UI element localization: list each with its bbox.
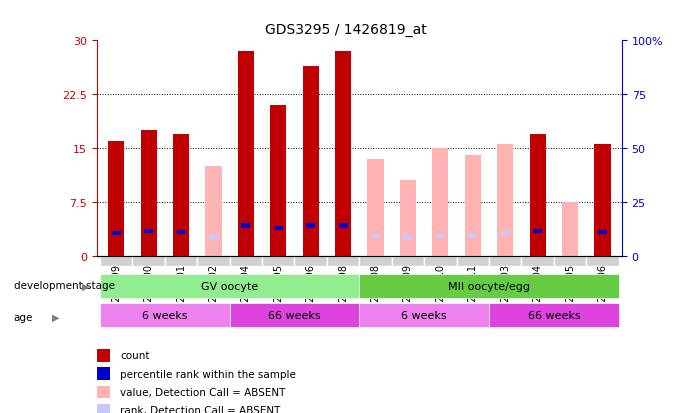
Bar (274, 226, 283, 230)
Bar (400, 181, 416, 256)
FancyBboxPatch shape (133, 256, 165, 267)
Text: 66 weeks: 66 weeks (527, 310, 580, 320)
FancyBboxPatch shape (359, 256, 392, 267)
FancyBboxPatch shape (522, 256, 553, 267)
Bar (529, 134, 546, 256)
Bar (562, 202, 578, 256)
Text: percentile rank within the sample: percentile rank within the sample (120, 369, 296, 379)
Text: ▶: ▶ (52, 312, 59, 322)
Bar (238, 52, 254, 256)
Bar (594, 145, 611, 256)
FancyBboxPatch shape (100, 303, 229, 327)
Bar (112, 231, 121, 236)
FancyBboxPatch shape (229, 303, 359, 327)
FancyBboxPatch shape (359, 274, 618, 298)
Bar (371, 235, 380, 239)
Bar (404, 236, 413, 240)
Bar (303, 66, 319, 256)
FancyBboxPatch shape (392, 256, 424, 267)
FancyBboxPatch shape (229, 256, 262, 267)
FancyBboxPatch shape (327, 256, 359, 267)
Text: age: age (14, 312, 33, 322)
Text: count: count (120, 351, 150, 361)
Text: value, Detection Call = ABSENT: value, Detection Call = ABSENT (120, 387, 286, 397)
Bar (368, 159, 384, 256)
Text: rank, Detection Call = ABSENT: rank, Detection Call = ABSENT (120, 405, 281, 413)
Text: MII oocyte/egg: MII oocyte/egg (448, 281, 530, 291)
Text: 6 weeks: 6 weeks (401, 310, 447, 320)
Text: 66 weeks: 66 weeks (268, 310, 321, 320)
Bar (205, 166, 222, 256)
FancyBboxPatch shape (97, 368, 110, 380)
Text: 6 weeks: 6 weeks (142, 310, 188, 320)
Bar (533, 229, 542, 233)
Bar (241, 224, 250, 228)
Bar (436, 235, 445, 239)
Text: development stage: development stage (14, 281, 115, 291)
FancyBboxPatch shape (294, 256, 327, 267)
FancyBboxPatch shape (489, 256, 522, 267)
FancyBboxPatch shape (489, 303, 618, 327)
Bar (108, 142, 124, 256)
Bar (140, 131, 157, 256)
Bar (144, 229, 153, 233)
FancyBboxPatch shape (359, 303, 489, 327)
Text: ▶: ▶ (82, 281, 89, 291)
FancyBboxPatch shape (100, 274, 359, 298)
FancyBboxPatch shape (553, 256, 586, 267)
FancyBboxPatch shape (197, 256, 229, 267)
Text: GV oocyte: GV oocyte (201, 281, 258, 291)
Bar (335, 52, 351, 256)
FancyBboxPatch shape (97, 349, 110, 362)
FancyBboxPatch shape (424, 256, 457, 267)
Bar (177, 230, 185, 235)
FancyBboxPatch shape (586, 256, 618, 267)
FancyBboxPatch shape (165, 256, 197, 267)
FancyBboxPatch shape (100, 256, 133, 267)
Bar (306, 224, 315, 228)
Bar (598, 230, 607, 235)
Bar (339, 224, 348, 228)
Text: GDS3295 / 1426819_at: GDS3295 / 1426819_at (265, 23, 426, 37)
FancyBboxPatch shape (262, 256, 294, 267)
Bar (209, 236, 218, 240)
Bar (468, 233, 477, 238)
Bar (501, 231, 510, 236)
Bar (464, 156, 481, 256)
Bar (433, 149, 448, 256)
FancyBboxPatch shape (97, 386, 110, 398)
Bar (497, 145, 513, 256)
FancyBboxPatch shape (457, 256, 489, 267)
Bar (270, 106, 286, 256)
FancyBboxPatch shape (97, 404, 110, 413)
Bar (173, 134, 189, 256)
